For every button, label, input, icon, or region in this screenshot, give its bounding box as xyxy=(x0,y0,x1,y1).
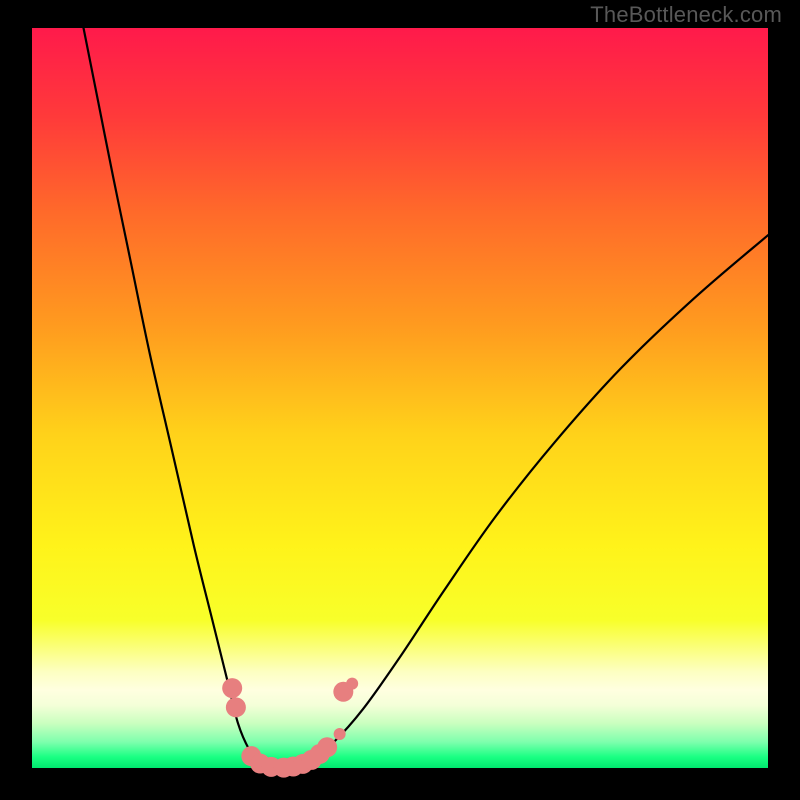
data-marker xyxy=(346,678,358,690)
watermark-text: TheBottleneck.com xyxy=(590,2,782,28)
data-marker xyxy=(222,678,242,698)
marker-group xyxy=(222,678,358,778)
curve-left-branch xyxy=(84,28,275,768)
plot-area xyxy=(32,28,768,768)
bottleneck-curve xyxy=(32,28,768,768)
data-marker xyxy=(317,737,337,757)
data-marker xyxy=(226,697,246,717)
data-marker xyxy=(334,728,346,740)
